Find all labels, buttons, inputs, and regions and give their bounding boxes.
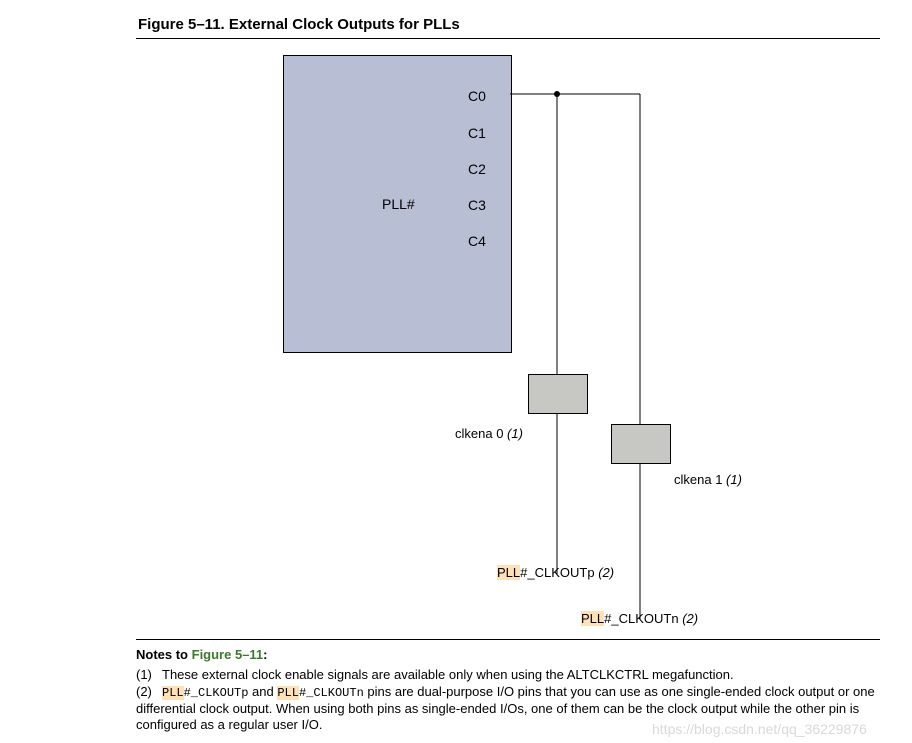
notes-head-suffix: :	[263, 647, 267, 662]
clkena1-box	[611, 424, 671, 464]
note-2-mid: and	[248, 684, 277, 699]
clkena1-label: clkena 1 (1)	[674, 472, 742, 487]
notes-heading: Notes to Figure 5–11:	[136, 647, 268, 662]
clkout-n-ref: (2)	[682, 611, 698, 626]
note-1-num: (1)	[136, 667, 162, 683]
clkout-p-ref: (2)	[598, 565, 614, 580]
note-1-text: These external clock enable signals are …	[162, 667, 734, 682]
clkena0-ref: (1)	[507, 426, 523, 441]
note-1: (1)These external clock enable signals a…	[136, 667, 876, 683]
clkena1-text: clkena 1	[674, 472, 722, 487]
clkout-p-hl: PLL	[497, 565, 520, 580]
note-2-seg2-hl: PLL	[277, 686, 299, 700]
clkena0-box	[528, 374, 588, 414]
clkout-p-rest: #_CLKOUTp	[520, 565, 598, 580]
notes-head-figref: Figure 5–11	[192, 647, 264, 662]
clkout-n-label: PLL#_CLKOUTn (2)	[581, 611, 698, 626]
clkena0-label: clkena 0 (1)	[455, 426, 523, 441]
notes-head-prefix: Notes to	[136, 647, 192, 662]
figure-rule-bottom	[136, 639, 880, 640]
clkout-n-hl: PLL	[581, 611, 604, 626]
clkena0-text: clkena 0	[455, 426, 503, 441]
note-2-seg1-m: #_CLKOUTp	[184, 686, 249, 700]
wiring-svg	[0, 0, 912, 743]
figure-page: Figure 5–11. External Clock Outputs for …	[0, 0, 912, 743]
note-2-seg2-m: #_CLKOUTn	[299, 686, 364, 700]
note-2-seg1-hl: PLL	[162, 686, 184, 700]
clkena1-ref: (1)	[726, 472, 742, 487]
note-2-num: (2)	[136, 684, 162, 700]
clkout-n-rest: #_CLKOUTn	[604, 611, 682, 626]
clkout-p-label: PLL#_CLKOUTp (2)	[497, 565, 614, 580]
watermark: https://blog.csdn.net/qq_36229876	[652, 721, 867, 737]
